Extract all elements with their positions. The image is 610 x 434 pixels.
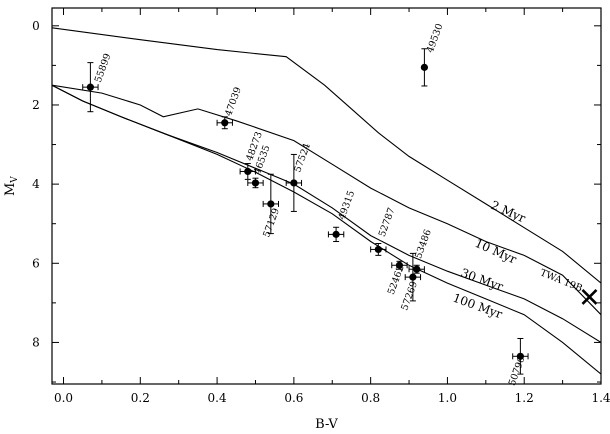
star-label: 52462 xyxy=(386,264,407,296)
axes: 0.0 0.2 0.4 0.6 0.8 1.0 1.2 1.4 0 2 4 6 8 B-V MV xyxy=(3,7,610,432)
isochrone-label-1: 10 Myr xyxy=(473,236,519,267)
star-label: 55899 xyxy=(93,52,114,84)
isochrone-line-0 xyxy=(52,27,601,284)
star-point-57269: 57269 xyxy=(399,252,422,312)
star-point-50796: 50796 xyxy=(507,337,529,387)
y-axis-title-main: M xyxy=(3,183,18,196)
x-tick-label: 0.8 xyxy=(361,391,380,405)
x-axis-title: B-V xyxy=(315,417,338,432)
star-marker xyxy=(86,83,94,91)
star-label: 47039 xyxy=(223,86,244,118)
star-label: 53486 xyxy=(413,228,434,260)
x-tick-label: 0.0 xyxy=(54,391,73,405)
isochrone-line-1 xyxy=(52,84,601,316)
y-tick-label: 4 xyxy=(32,177,40,191)
x-tick-label: 1.4 xyxy=(591,391,610,405)
plot-frame xyxy=(51,7,602,385)
star-label: 57269 xyxy=(399,280,420,312)
star-marker xyxy=(332,230,340,238)
twa-19b-marker: TWA 19B xyxy=(538,268,598,305)
star-label: 49530 xyxy=(425,22,446,54)
y-tick-label: 0 xyxy=(32,19,40,33)
x-tick-label: 1.0 xyxy=(438,391,457,405)
twa-19b-label: TWA 19B xyxy=(538,268,583,295)
star-marker xyxy=(251,179,260,187)
star-marker xyxy=(420,63,428,71)
star-marker xyxy=(516,352,524,360)
star-marker xyxy=(267,200,275,208)
special-marker-group: TWA 19B xyxy=(538,268,598,305)
isochrone-label-2: 30 Myr xyxy=(459,266,505,294)
star-marker xyxy=(374,245,382,254)
star-marker xyxy=(221,119,229,127)
star-marker xyxy=(290,179,298,187)
star-points: 5589947039482734653557129575244931552787… xyxy=(82,22,529,387)
isochrone-line-3 xyxy=(52,84,601,375)
y-axis-title: MV xyxy=(3,176,20,196)
star-label: 49315 xyxy=(337,189,358,221)
star-marker xyxy=(409,273,417,281)
y-tick-label: 8 xyxy=(32,335,40,349)
star-label: 52787 xyxy=(377,206,398,238)
star-point-49530: 49530 xyxy=(420,22,446,87)
star-marker xyxy=(244,167,252,176)
x-tick-label: 0.2 xyxy=(131,391,150,405)
isochrone-label-0: 2 Myr xyxy=(489,198,528,226)
y-tick-label: 6 xyxy=(32,256,40,270)
star-marker xyxy=(395,261,404,269)
x-tick-label: 0.6 xyxy=(284,391,303,405)
y-axis-title-subscript: V xyxy=(10,176,20,184)
star-label: 57524 xyxy=(292,142,313,174)
x-tick-label: 0.4 xyxy=(208,391,227,405)
x-tick-label: 1.2 xyxy=(515,391,534,405)
star-point-52787: 52787 xyxy=(370,206,398,256)
star-point-49315: 49315 xyxy=(327,189,358,243)
star-label: 57129 xyxy=(261,207,282,239)
isochrone-curves xyxy=(52,27,601,375)
star-marker xyxy=(413,265,421,273)
y-tick-label: 2 xyxy=(32,98,40,112)
star-point-52462: 52462 xyxy=(386,260,408,296)
cross-stroke-b xyxy=(581,289,598,305)
